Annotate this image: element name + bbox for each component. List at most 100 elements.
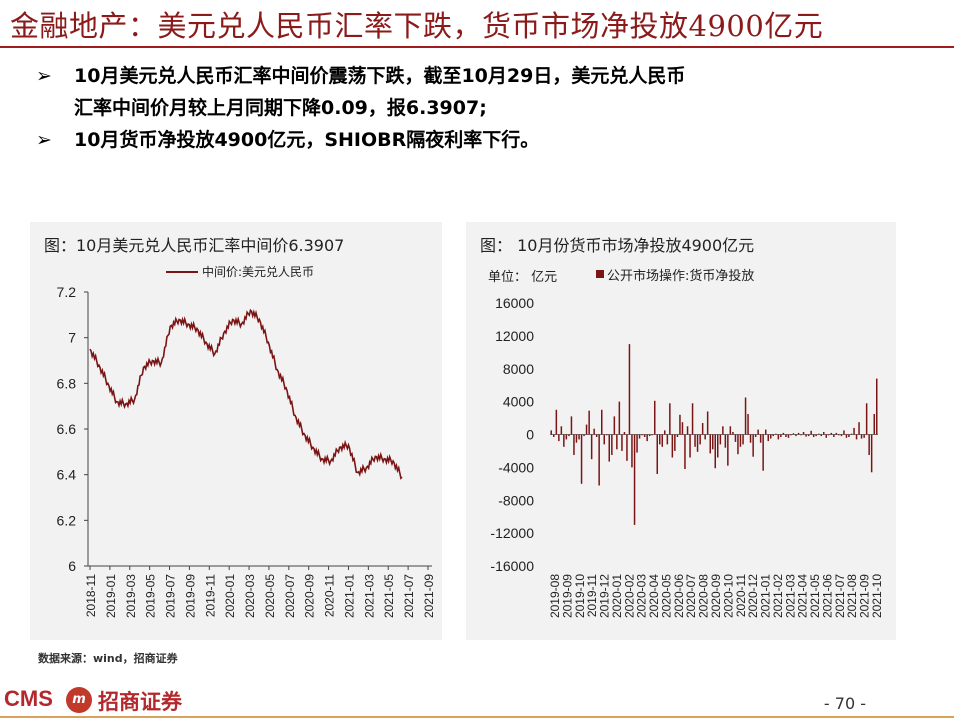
bar (742, 434, 744, 445)
bar (848, 434, 850, 437)
x-tick-label: 2021-10 (870, 574, 884, 618)
x-tick-label: 2020-01 (223, 574, 237, 618)
y-tick-label: 6.8 (57, 375, 77, 391)
x-tick-label: 2020-09 (303, 574, 317, 618)
bar (628, 344, 631, 435)
bar (825, 434, 827, 438)
x-tick-label: 2021-01 (342, 574, 356, 618)
x-tick-label: 2020-09 (709, 574, 723, 618)
bar (623, 432, 626, 435)
bar (712, 434, 714, 450)
bar (704, 434, 706, 440)
bar (812, 434, 815, 437)
y-tick-label: -12000 (490, 525, 534, 541)
bar (835, 432, 838, 435)
x-tick-label: 2020-08 (697, 574, 711, 618)
bar (666, 434, 669, 445)
fx-legend-swatch (166, 271, 198, 273)
bar (590, 434, 593, 460)
money-legend-label: 公开市场操作:货币净投放 (607, 269, 755, 284)
bar (636, 434, 638, 453)
bar (785, 434, 787, 437)
bar (578, 434, 580, 440)
bar (870, 434, 873, 473)
x-tick-label: 2021-04 (796, 574, 810, 618)
bar (654, 400, 656, 435)
bar (608, 434, 610, 462)
y-tick-label: 7 (68, 330, 76, 346)
x-tick-label: 2021-08 (845, 574, 859, 618)
y-tick-label: 16000 (495, 295, 534, 311)
x-tick-label: 2019-11 (585, 574, 599, 617)
bar (838, 434, 840, 436)
bar (810, 430, 812, 435)
y-tick-label: 12000 (495, 328, 534, 344)
x-tick-label: 2021-06 (820, 574, 834, 618)
page-title: 金融地产：美元兑人民币汇率下跌，货币市场净投放4900亿元 (10, 9, 824, 43)
bar (573, 434, 575, 455)
x-tick-label: 2020-05 (659, 574, 673, 618)
x-tick-label: 2019-08 (548, 574, 562, 618)
bar (585, 424, 588, 435)
bar (684, 434, 686, 469)
bar (601, 409, 603, 435)
y-tick-label: 6.4 (57, 467, 77, 483)
bar (643, 434, 646, 437)
page-number: - 70 - (823, 694, 866, 713)
bar (722, 426, 724, 435)
bar (606, 434, 608, 436)
bar (853, 427, 855, 435)
x-tick-label: 2019-03 (124, 574, 138, 618)
bar (767, 434, 769, 442)
logo-cms-text: CMS (4, 686, 53, 711)
bar (661, 434, 663, 447)
bar (621, 434, 623, 451)
y-tick-label: 8000 (503, 361, 534, 377)
bullet-list: ➢ 10月美元兑人民币汇率中间价震荡下跌，截至10月29日，美元兑人民币 汇率中… (36, 60, 916, 156)
bar (691, 403, 694, 435)
logo-company-name: 招商证券 (98, 690, 182, 714)
fx-legend-label: 中间价:美元兑人民币 (202, 265, 315, 279)
bar (744, 397, 747, 435)
data-source: 数据来源：wind，招商证券 (38, 652, 178, 665)
fx-series-line (89, 308, 403, 480)
x-tick-label: 2019-01 (104, 574, 118, 618)
bar (696, 434, 699, 452)
logo-badge-icon: m (66, 687, 92, 713)
bar (583, 434, 585, 437)
bar (558, 434, 560, 442)
bar (588, 410, 590, 435)
y-tick-label: 6.6 (57, 421, 77, 437)
bar (724, 434, 727, 448)
bar (727, 434, 729, 466)
arrow-bullet-icon: ➢ (36, 129, 52, 151)
x-tick-label: 2020-05 (263, 574, 277, 618)
bar (611, 434, 613, 455)
bar (694, 434, 696, 447)
bar (664, 430, 666, 435)
bar (646, 434, 648, 442)
bar (656, 434, 658, 474)
bar (770, 434, 772, 439)
bar (782, 432, 785, 435)
x-tick-label: 2021-07 (833, 574, 847, 618)
x-tick-label: 2020-07 (283, 574, 297, 618)
x-tick-label: 2020-11 (734, 574, 748, 617)
x-tick-label: 2020-03 (243, 574, 257, 618)
y-tick-label: -16000 (490, 558, 534, 574)
bar (553, 434, 555, 437)
bar (749, 434, 752, 443)
bar (820, 434, 822, 437)
x-tick-label: 2018-11 (84, 574, 98, 617)
x-tick-label: 2021-03 (362, 574, 376, 618)
bar (790, 434, 792, 436)
money-legend-swatch (596, 270, 604, 278)
money-bar-chart: -16000 -12000 -8000 -4000 0 4000 8000 12000 1600… (490, 295, 884, 618)
bar (560, 426, 563, 435)
bar (759, 434, 762, 443)
x-tick-label: 2019-10 (573, 574, 587, 618)
bar (674, 434, 676, 451)
bar (797, 432, 800, 435)
bar (868, 434, 870, 455)
bar (729, 426, 732, 435)
